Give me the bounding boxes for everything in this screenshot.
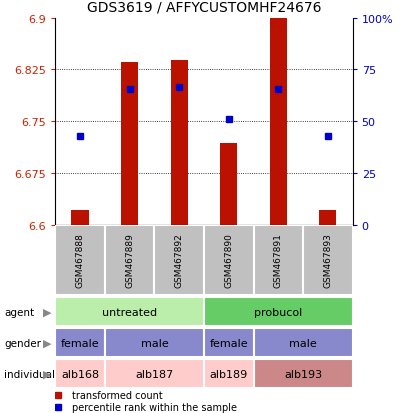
Text: male: male [140,338,168,348]
Bar [204,359,253,388]
Text: alb189: alb189 [209,369,247,379]
Bar [55,359,105,388]
Bar [204,297,352,326]
Bar [302,225,352,295]
Bar [105,328,204,357]
Text: GSM467893: GSM467893 [323,233,332,287]
Text: transformed count: transformed count [72,390,162,400]
Text: female: female [61,338,99,348]
Text: percentile rank within the sample: percentile rank within the sample [72,402,236,412]
Bar [220,144,237,225]
Bar [253,225,302,295]
Bar [105,359,204,388]
Bar [204,328,253,357]
Bar [253,359,352,388]
Text: male: male [288,338,316,348]
Bar [269,19,286,225]
Bar [55,297,204,326]
Text: agent: agent [4,307,34,317]
Bar [318,211,336,225]
Bar [204,225,253,295]
Bar [55,328,105,357]
Text: ▶: ▶ [43,338,51,348]
Text: probucol: probucol [254,307,302,317]
Text: ▶: ▶ [43,369,51,379]
Text: alb193: alb193 [283,369,321,379]
Text: GSM467891: GSM467891 [273,233,282,287]
Text: individual: individual [4,369,55,379]
Text: female: female [209,338,247,348]
Bar [253,328,352,357]
Text: ▶: ▶ [43,307,51,317]
Bar [121,63,138,225]
Text: GSM467890: GSM467890 [224,233,233,287]
Title: GDS3619 / AFFYCUSTOMHF24676: GDS3619 / AFFYCUSTOMHF24676 [87,1,320,14]
Text: alb168: alb168 [61,369,99,379]
Text: alb187: alb187 [135,369,173,379]
Bar [55,225,105,295]
Text: GSM467889: GSM467889 [125,233,134,287]
Text: GSM467892: GSM467892 [174,233,183,287]
Bar [71,211,89,225]
Text: untreated: untreated [102,307,157,317]
Text: gender: gender [4,338,41,348]
Bar [170,61,187,225]
Text: GSM467888: GSM467888 [75,233,84,287]
Bar [105,225,154,295]
Bar [154,225,204,295]
